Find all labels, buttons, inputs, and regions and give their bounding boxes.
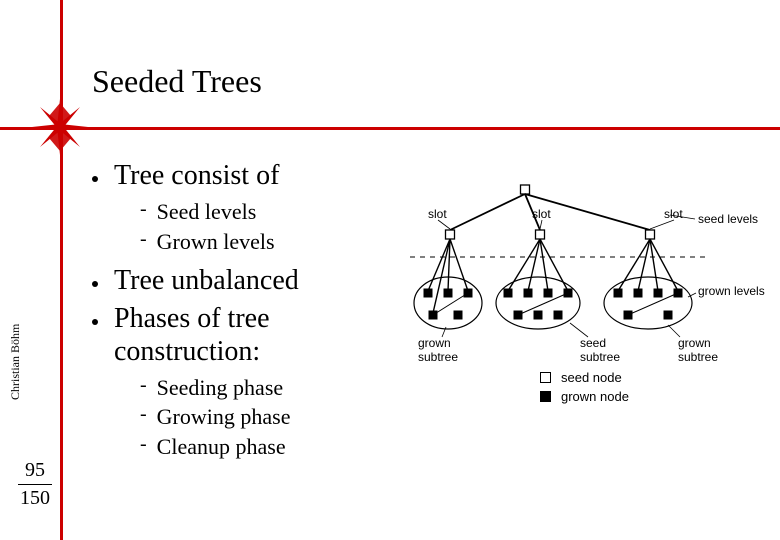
svg-text:slot: slot	[532, 207, 551, 221]
svg-text:subtree: subtree	[580, 350, 620, 364]
bullet-text: Growing phase	[157, 403, 291, 431]
bullet-text: Seeding phase	[157, 374, 283, 402]
legend-row: seed node	[540, 370, 629, 385]
svg-text:grown: grown	[678, 336, 711, 350]
horizontal-divider	[0, 127, 780, 130]
star-icon	[30, 97, 90, 157]
svg-text:seed: seed	[580, 336, 606, 350]
dash-icon: -	[140, 374, 147, 397]
legend-row: grown node	[540, 389, 629, 404]
dash-icon: -	[140, 433, 147, 456]
bullet-level2: - Seed levels	[140, 198, 402, 226]
slide-current: 95	[18, 459, 52, 482]
dash-icon: -	[140, 403, 147, 426]
slide-number: 95 150	[18, 459, 52, 510]
svg-text:subtree: subtree	[678, 350, 718, 364]
svg-text:grown levels: grown levels	[698, 284, 765, 298]
bullet-dot-icon	[92, 281, 98, 287]
bullet-level1: Phases of tree construction:	[92, 303, 402, 367]
bullet-level2: - Cleanup phase	[140, 433, 402, 461]
legend-label: grown node	[561, 389, 629, 404]
bullet-text: Phases of tree construction:	[114, 303, 402, 367]
diagram-legend: seed node grown node	[540, 370, 629, 408]
svg-text:grown: grown	[418, 336, 451, 350]
dash-icon: -	[140, 198, 147, 221]
author-label: Christian Böhm	[8, 324, 23, 400]
bullet-text: Tree consist of	[114, 160, 279, 192]
bullet-text: Cleanup phase	[157, 433, 286, 461]
bullet-dot-icon	[92, 176, 98, 182]
tree-diagram: slot slot slot seed levels grown levels grown…	[410, 175, 765, 375]
vertical-divider	[60, 0, 63, 540]
slide-number-divider	[18, 484, 52, 485]
bullet-dot-icon	[92, 319, 98, 325]
bullet-text: Grown levels	[157, 228, 275, 256]
svg-text:subtree: subtree	[418, 350, 458, 364]
slide-title: Seeded Trees	[92, 63, 262, 100]
dash-icon: -	[140, 228, 147, 251]
sublist: - Seed levels - Grown levels	[140, 198, 402, 255]
bullet-level2: - Grown levels	[140, 228, 402, 256]
bullet-level1: Tree unbalanced	[92, 265, 402, 297]
slide-total: 150	[18, 487, 52, 510]
bullet-level2: - Seeding phase	[140, 374, 402, 402]
bullet-level2: - Growing phase	[140, 403, 402, 431]
seed-node-icon	[540, 372, 551, 383]
svg-text:seed levels: seed levels	[698, 212, 758, 226]
content-area: Tree consist of - Seed levels - Grown le…	[92, 160, 402, 470]
bullet-level1: Tree consist of	[92, 160, 402, 192]
sublist: - Seeding phase - Growing phase - Cleanu…	[140, 374, 402, 461]
svg-text:slot: slot	[664, 207, 683, 221]
svg-text:slot: slot	[428, 207, 447, 221]
bullet-text: Tree unbalanced	[114, 265, 299, 297]
bullet-text: Seed levels	[157, 198, 257, 226]
legend-label: seed node	[561, 370, 622, 385]
grown-node-icon	[540, 391, 551, 402]
